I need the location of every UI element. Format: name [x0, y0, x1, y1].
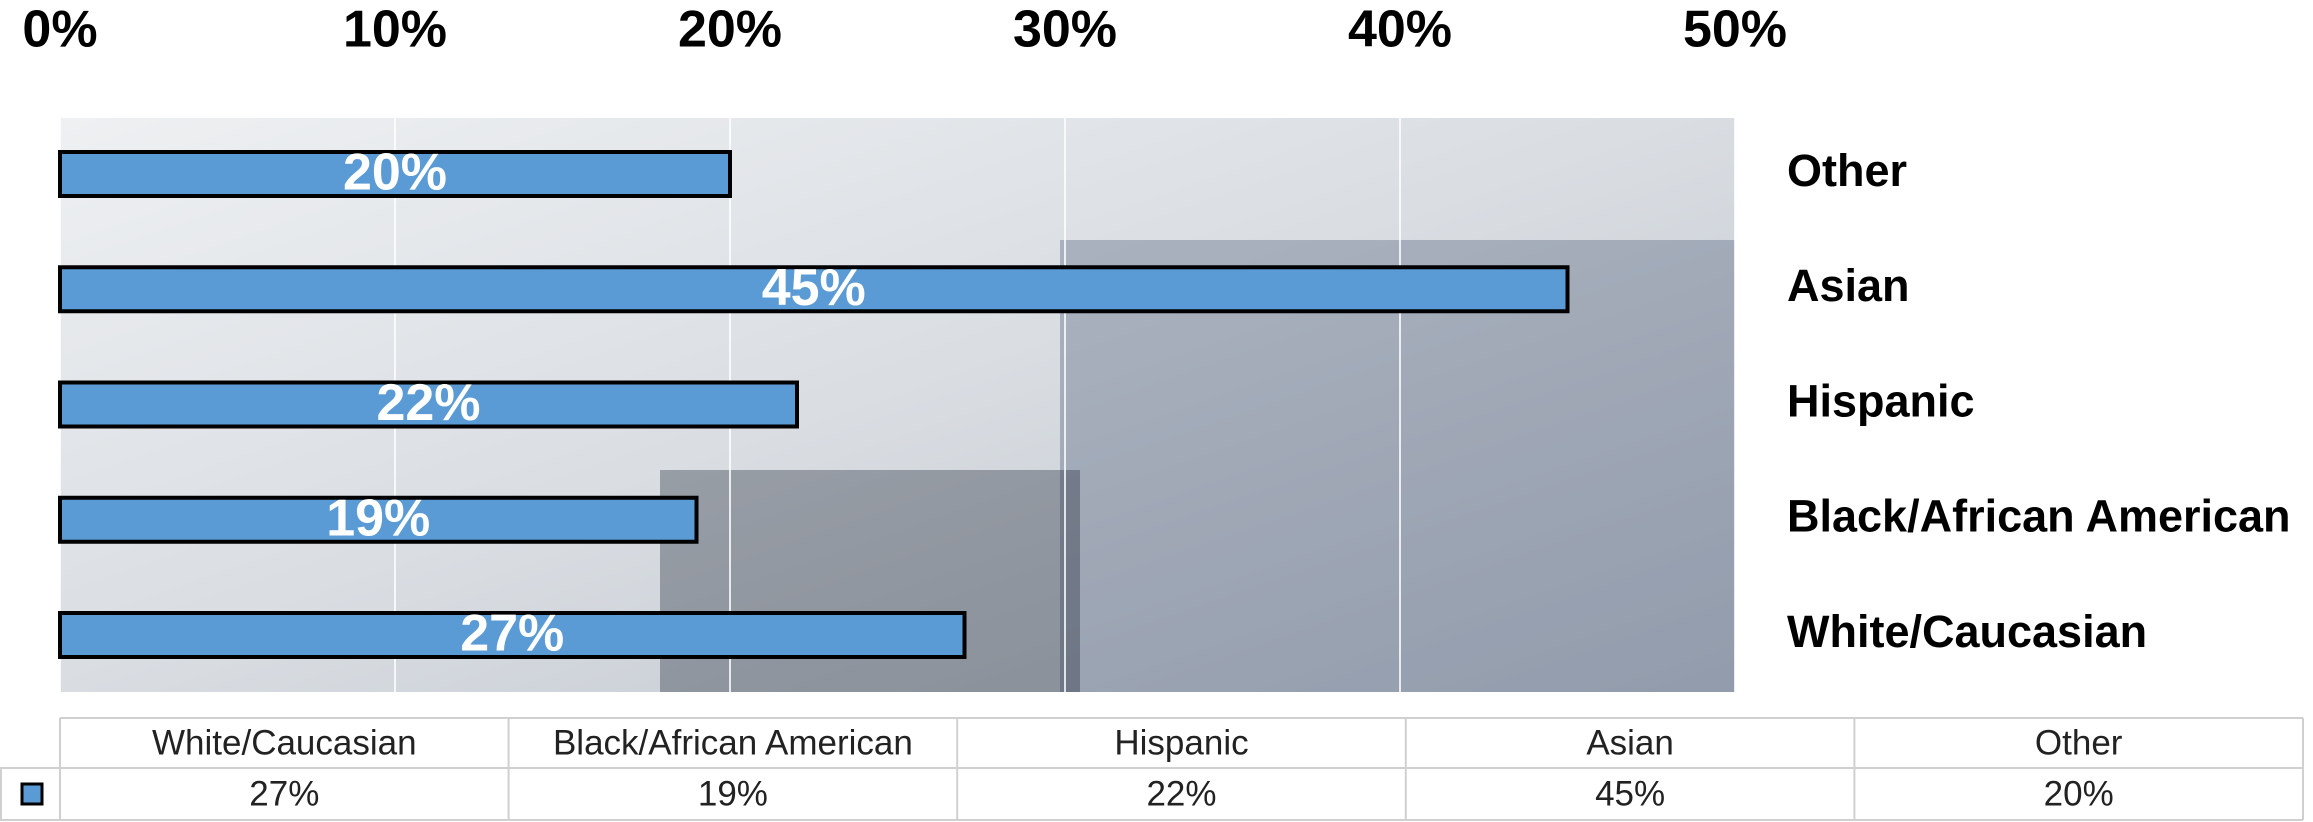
table-header: Asian	[1586, 723, 1674, 762]
value-label: 45%	[762, 259, 866, 317]
table-value: 20%	[2044, 774, 2114, 813]
table-value: 19%	[698, 774, 768, 813]
value-label: 19%	[326, 489, 430, 547]
value-label: 27%	[460, 605, 564, 663]
category-label: Hispanic	[1787, 375, 1975, 426]
x-tick-label: 20%	[678, 1, 782, 59]
table-header: White/Caucasian	[152, 723, 417, 762]
table-header: Other	[2035, 723, 2123, 762]
x-tick-label: 10%	[343, 1, 447, 59]
table-value: 45%	[1595, 774, 1665, 813]
x-tick-label: 30%	[1013, 1, 1117, 59]
table-header: Hispanic	[1114, 723, 1248, 762]
value-label: 22%	[376, 374, 480, 432]
category-label: Other	[1787, 145, 1907, 196]
x-tick-label: 50%	[1683, 1, 1787, 59]
value-label: 20%	[343, 144, 447, 202]
category-label: Black/African American	[1787, 491, 2291, 542]
legend-key	[22, 784, 42, 804]
table-header: Black/African American	[553, 723, 913, 762]
table-value: 27%	[249, 774, 319, 813]
table-value: 22%	[1146, 774, 1216, 813]
category-label: White/Caucasian	[1787, 606, 2147, 657]
x-tick-label: 40%	[1348, 1, 1452, 59]
chart: 0% 10% 20% 30% 40% 50% 27% White/Caucasian 19% B…	[0, 0, 2313, 822]
x-tick-label: 0%	[22, 1, 97, 59]
category-label: Asian	[1787, 260, 1910, 311]
